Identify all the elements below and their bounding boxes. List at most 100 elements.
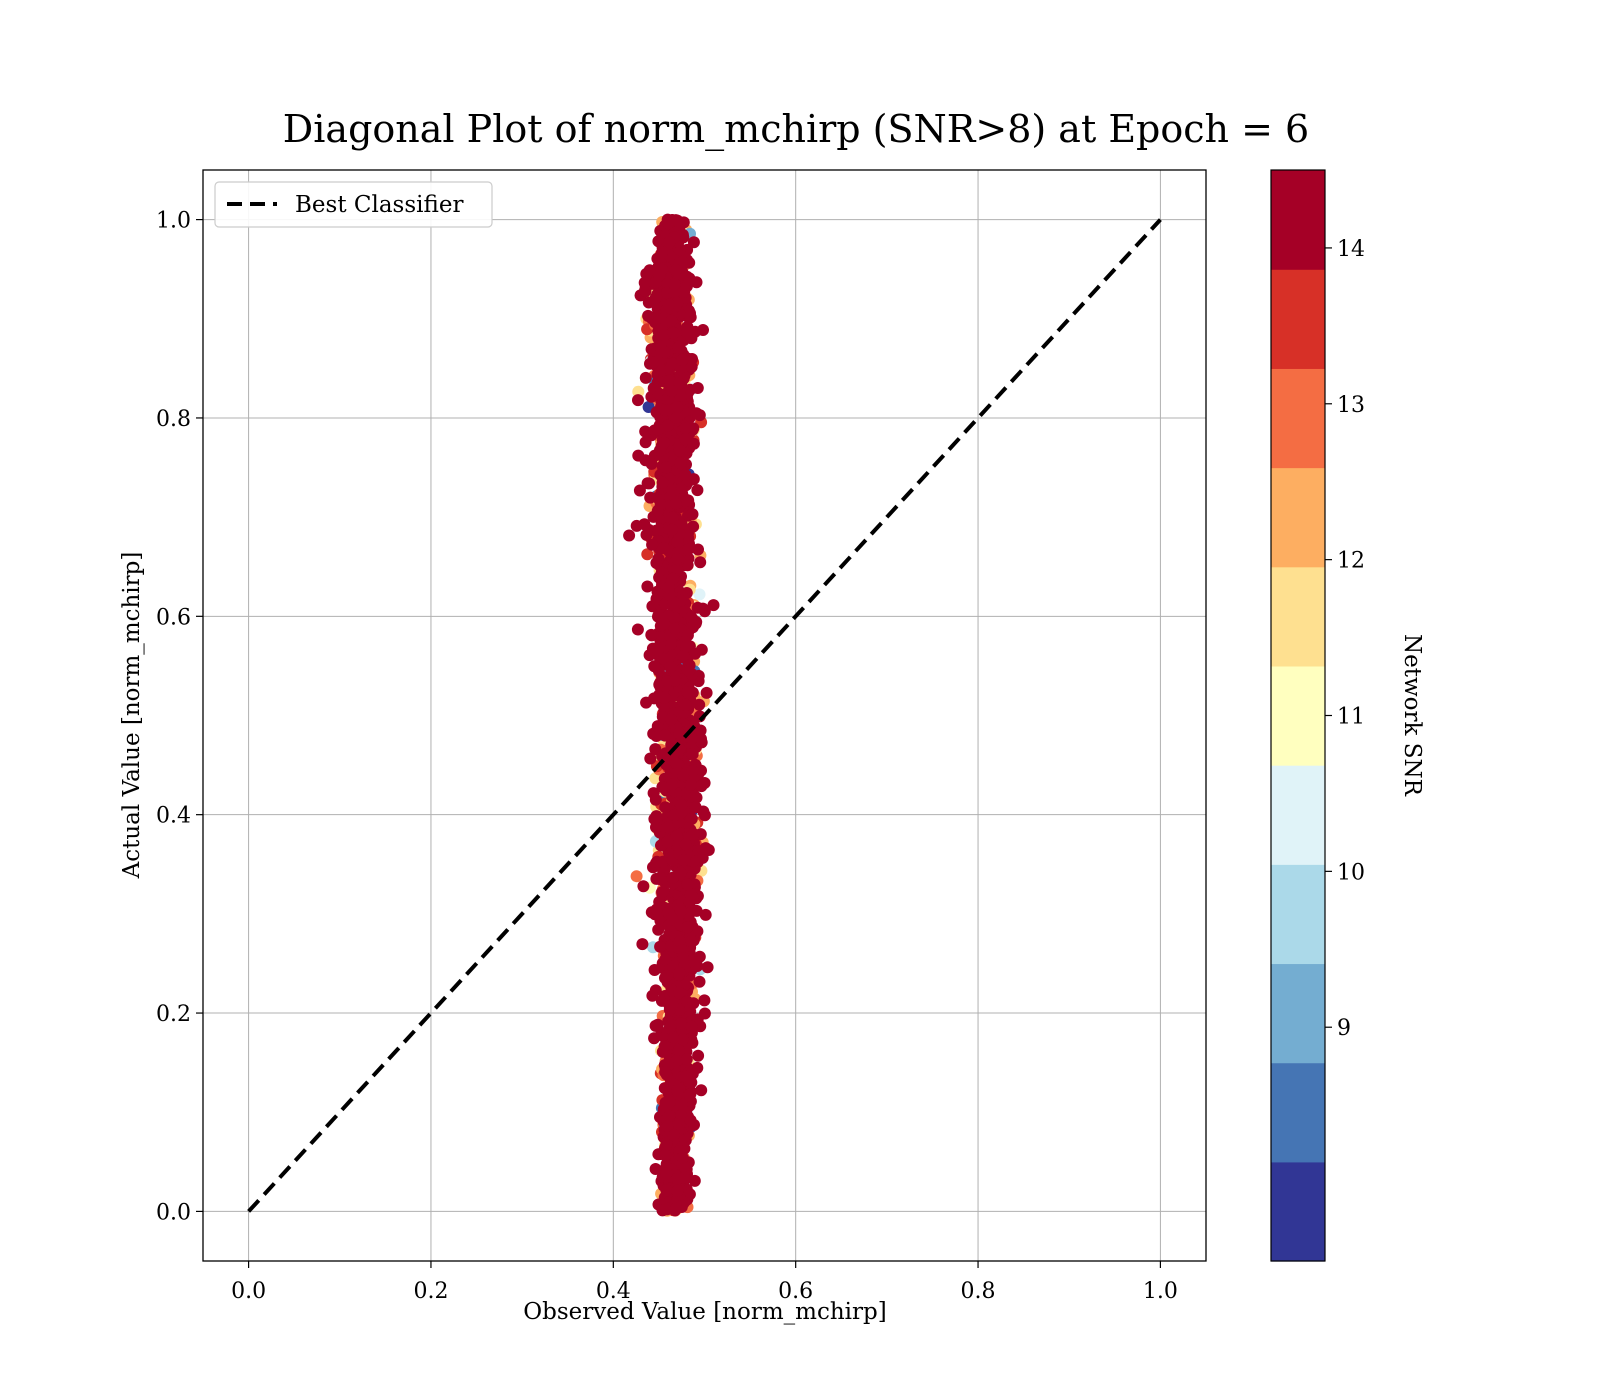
scatter-point	[685, 778, 697, 791]
scatter-point	[659, 461, 672, 474]
scatter-point	[682, 304, 695, 317]
scatter-point	[662, 217, 675, 230]
scatter-point	[644, 491, 657, 504]
scatter-point	[669, 674, 681, 687]
scatter-point	[685, 611, 698, 624]
colorbar-segment	[1271, 963, 1325, 1064]
scatter-point	[659, 1149, 672, 1162]
scatter-point	[656, 886, 669, 899]
scatter-point	[686, 764, 699, 777]
scatter-point	[670, 411, 683, 424]
scatter-point	[681, 543, 694, 556]
scatter-point	[698, 605, 711, 618]
scatter-point	[671, 552, 684, 565]
scatter-point	[645, 457, 658, 470]
scatter-point	[665, 314, 678, 327]
scatter-point	[673, 986, 686, 999]
scatter-point	[676, 256, 689, 268]
scatter-point	[672, 342, 685, 354]
scatter-point	[671, 562, 684, 575]
scatter-point	[663, 1109, 676, 1122]
best-classifier-line	[247, 218, 1162, 1213]
colorbar-segment	[1271, 665, 1325, 766]
x-tick-label: 0.6	[778, 1279, 813, 1304]
scatter-point	[653, 873, 666, 886]
scatter-point	[660, 969, 673, 982]
scatter-point	[643, 264, 656, 277]
x-axis-label: Observed Value [norm_mchirp]	[523, 1299, 886, 1325]
x-tick-label: 0.0	[231, 1279, 266, 1304]
scatter-point	[672, 1044, 685, 1057]
colorbar-label: Network SNR	[1399, 634, 1425, 797]
scatter-point	[652, 524, 665, 536]
scatter-point	[664, 661, 677, 674]
x-tick-label: 0.4	[596, 1279, 631, 1304]
scatter-point	[680, 1053, 693, 1066]
scatter-point	[682, 664, 695, 677]
scatter-point	[648, 660, 661, 673]
colorbar	[1270, 169, 1326, 1262]
scatter-point	[685, 935, 698, 947]
scatter-point	[651, 1018, 664, 1031]
scatter-point	[698, 777, 711, 789]
scatter-point	[695, 1084, 708, 1097]
scatter-point	[639, 371, 652, 384]
scatter-point	[639, 284, 651, 297]
colorbar-segment	[1271, 765, 1325, 865]
colorbar-segment	[1271, 170, 1325, 270]
scatter-point	[685, 812, 698, 825]
scatter-point	[671, 1184, 684, 1197]
scatter-point	[692, 543, 704, 556]
scatter-point	[648, 813, 661, 825]
scatter-point	[667, 1129, 680, 1142]
scatter-point	[675, 799, 688, 812]
scatter-point	[637, 880, 650, 893]
y-tick-label: 0.4	[156, 804, 191, 829]
scatter-point	[644, 752, 657, 765]
scatter-point	[656, 855, 669, 868]
scatter-point	[673, 377, 686, 390]
scatter-point	[668, 278, 681, 291]
scatter-point	[654, 498, 667, 511]
scatter-point	[676, 1033, 689, 1046]
scatter-point	[687, 236, 700, 249]
x-tick-label: 0.2	[413, 1279, 448, 1304]
colorbar-segment	[1271, 1062, 1325, 1163]
scatter-point	[656, 1204, 669, 1217]
scatter-point	[665, 384, 678, 397]
legend: Best Classifier	[214, 181, 493, 228]
scatter-point	[668, 622, 681, 635]
scatter-point	[681, 921, 694, 934]
scatter-point	[694, 724, 707, 737]
scatter-point	[662, 298, 675, 311]
scatter-point	[707, 599, 720, 612]
x-tick-label: 0.8	[961, 1279, 996, 1304]
scatter-point	[650, 557, 663, 569]
scatter-point	[658, 1040, 671, 1053]
scatter-point	[698, 809, 711, 822]
scatter-point	[700, 686, 713, 699]
scatter-point	[633, 484, 646, 497]
scatter-point	[681, 686, 694, 699]
scatter-point	[661, 419, 674, 432]
scatter-point	[665, 713, 678, 726]
scatter-point	[631, 623, 644, 636]
scatter-point	[674, 866, 687, 879]
colorbar-tick-label: 11	[1337, 705, 1365, 730]
scatter-point	[677, 649, 690, 662]
scatter-point	[636, 938, 649, 951]
scatter-point	[671, 214, 684, 227]
scatter-point	[649, 291, 662, 304]
scatter-point	[632, 385, 645, 398]
y-tick-label: 0.2	[156, 1002, 191, 1027]
chart-title: Diagonal Plot of norm_mchirp (SNR>8) at …	[283, 107, 1309, 152]
scatter-point	[659, 1066, 672, 1079]
scatter-point	[663, 1022, 676, 1034]
colorbar-segment	[1271, 269, 1325, 369]
scatter-point	[652, 923, 665, 936]
scatter-point	[659, 729, 672, 742]
scatter-point	[654, 940, 667, 953]
colorbar-ticks: 9 10 11 12 13 14	[1325, 237, 1365, 1041]
scatter-point	[679, 1070, 692, 1083]
